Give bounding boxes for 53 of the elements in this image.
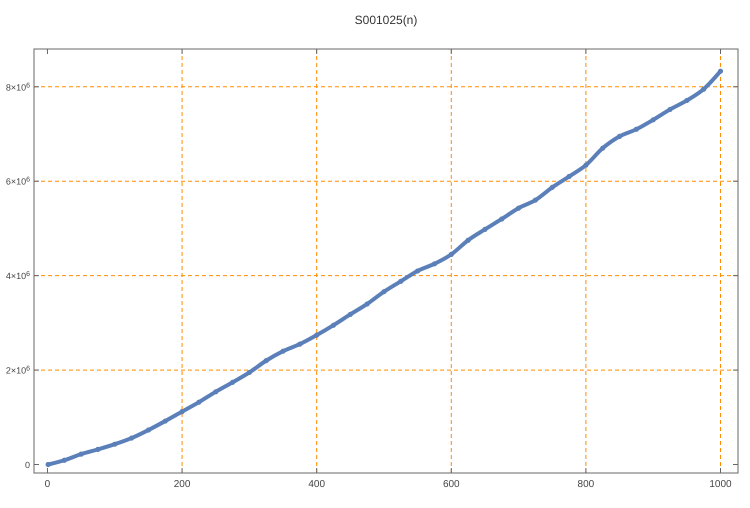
point — [466, 238, 471, 243]
point — [280, 348, 286, 354]
point — [616, 134, 622, 139]
point — [499, 216, 504, 222]
point — [78, 452, 84, 457]
point — [448, 252, 454, 257]
point — [701, 86, 706, 92]
point — [516, 206, 522, 211]
point — [482, 226, 488, 232]
point — [314, 332, 320, 338]
point — [566, 174, 572, 180]
point — [62, 458, 67, 463]
point — [112, 442, 118, 447]
point — [162, 418, 168, 424]
point — [718, 68, 724, 74]
y-tick-label: 2×10$^{6}$ — [6, 365, 30, 376]
point — [600, 146, 606, 151]
point — [146, 427, 152, 433]
point — [432, 261, 438, 266]
point — [650, 117, 656, 122]
y-tick-label: 8×10$^{6}$ — [6, 82, 30, 92]
point — [634, 126, 639, 132]
point — [196, 400, 202, 405]
point — [246, 370, 252, 376]
x-tick-label: 400 — [308, 479, 326, 490]
point — [95, 446, 101, 452]
point — [398, 278, 404, 284]
chart-title: S001025(n) — [354, 13, 418, 27]
point — [213, 389, 218, 394]
point — [297, 342, 302, 347]
point — [330, 322, 336, 328]
y-tick-label: 4×10$^{6}$ — [6, 270, 30, 282]
point — [264, 358, 269, 364]
point — [179, 409, 185, 414]
point — [667, 106, 673, 112]
point — [364, 301, 370, 307]
point — [583, 162, 588, 168]
y-tick-label: 0 — [24, 460, 30, 470]
point — [230, 380, 236, 385]
x-tick-label: 800 — [578, 479, 595, 490]
point — [684, 98, 690, 104]
x-tick-label: 600 — [442, 479, 460, 490]
x-tick-label: 0 — [44, 479, 51, 490]
point — [348, 312, 353, 317]
point — [381, 289, 387, 294]
point — [532, 197, 538, 203]
y-tick-label: 6×10$^{6}$ — [6, 176, 30, 187]
x-tick-label: 200 — [174, 479, 191, 490]
x-tick-label: 1000 — [709, 479, 732, 490]
point — [550, 184, 555, 190]
point — [415, 268, 420, 274]
point — [128, 435, 134, 441]
point — [46, 462, 51, 468]
